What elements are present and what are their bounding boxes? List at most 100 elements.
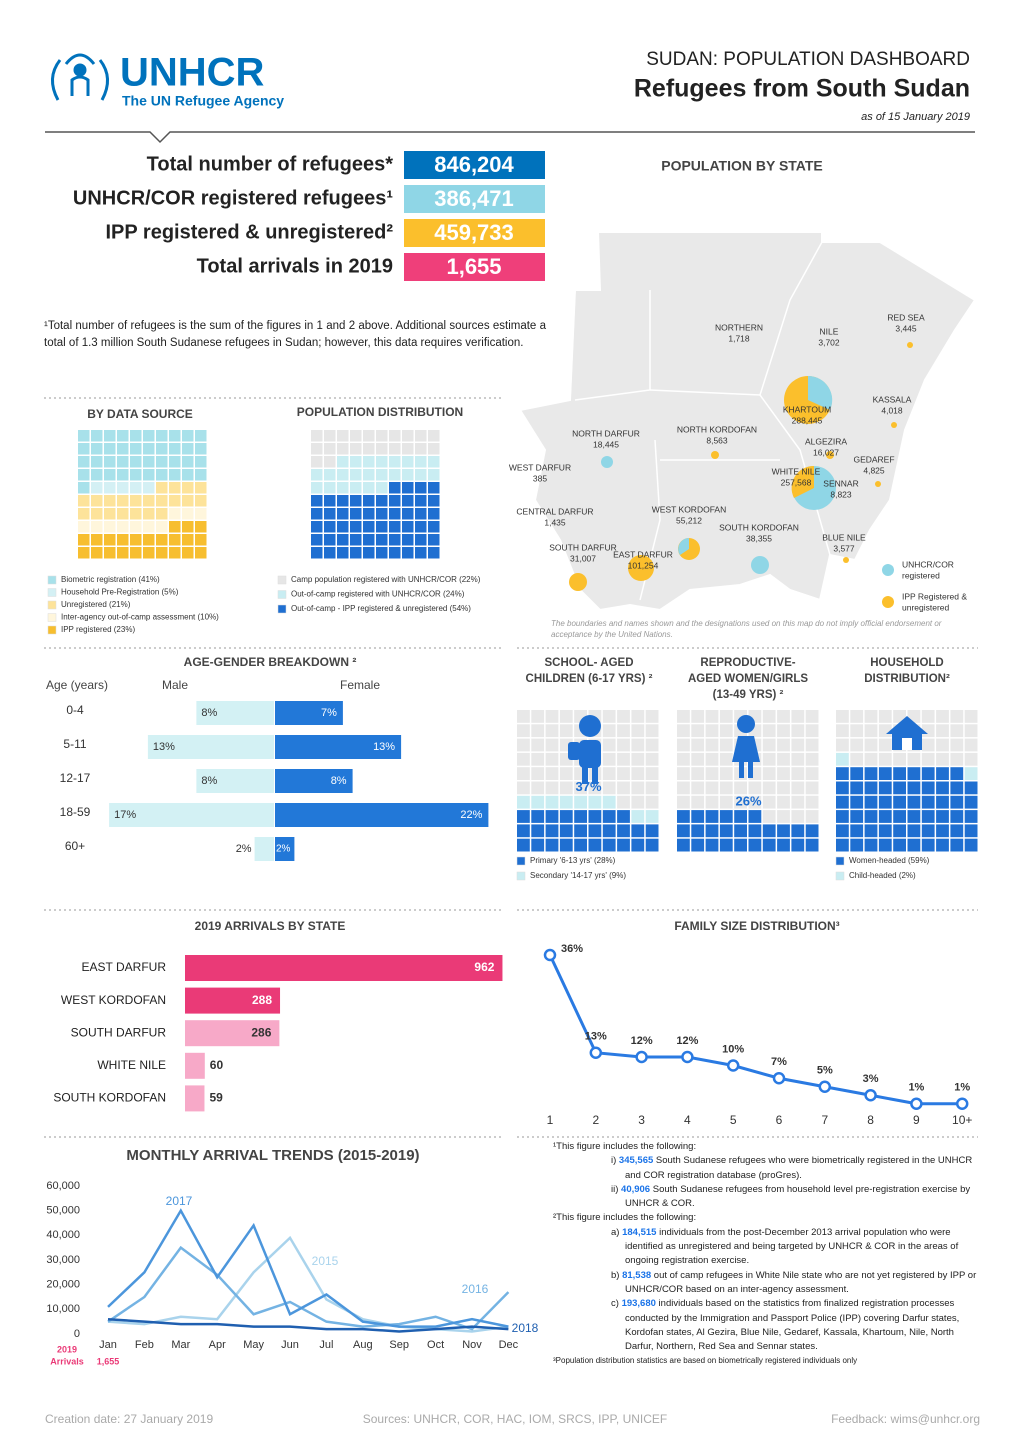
waffle-cell — [350, 495, 362, 507]
empty-cell — [517, 781, 530, 795]
legend-label: Household Pre-Registration (5%) — [61, 588, 179, 597]
note-text: out of camp refugees in White Nile state… — [625, 1269, 977, 1295]
legend-label: Camp population registered with UNHCR/CO… — [291, 575, 481, 584]
legend-label: Biometric registration (41%) — [61, 575, 160, 584]
empty-cell — [517, 738, 530, 752]
empty-cell — [719, 752, 733, 766]
waffle-cell — [91, 469, 103, 481]
pie — [907, 342, 913, 348]
waffle-cell — [156, 430, 168, 442]
map-legend-swatch — [882, 596, 894, 608]
map-legend-label: UNHCR/COR — [902, 559, 954, 569]
state-value: 55,212 — [676, 515, 702, 525]
waffle-cell — [893, 824, 906, 838]
empty-cell — [691, 795, 705, 809]
waffle-cell — [117, 430, 129, 442]
state-name: BLUE NILE — [822, 532, 866, 542]
waffle-cell — [878, 824, 892, 838]
waffle-cell — [182, 456, 194, 468]
waffle-cell — [117, 469, 129, 481]
value-label: 288 — [252, 993, 272, 1007]
waffle-cell — [645, 810, 659, 823]
waffle-cell — [376, 430, 388, 442]
kpi-value: 459,733 — [434, 220, 514, 245]
waffle-cell — [964, 767, 978, 780]
pie — [891, 422, 897, 428]
pie-slice — [791, 465, 814, 498]
note-intro: ²This figure includes the following: — [553, 1212, 697, 1224]
empty-cell — [719, 781, 733, 795]
org-tagline: The UN Refugee Agency — [122, 93, 284, 109]
value-label: 962 — [474, 960, 494, 974]
waffle-cell — [864, 795, 878, 809]
x-tick-label: 6 — [776, 1113, 783, 1127]
waffle-cell — [691, 838, 705, 852]
empty-cell — [517, 724, 530, 738]
empty-cell — [545, 738, 559, 752]
value-label: 13% — [153, 741, 175, 753]
waffle-cell — [645, 838, 659, 852]
empty-cell — [950, 738, 964, 752]
empty-cell — [864, 724, 878, 738]
waffle-cell — [850, 824, 864, 838]
waffle-cell — [169, 430, 181, 442]
empty-cell — [705, 752, 719, 766]
legend-swatch — [47, 588, 57, 597]
legend-swatch — [277, 575, 287, 585]
waffle-cell — [311, 521, 323, 533]
category-label: 18-59 — [60, 805, 91, 819]
waffle-cell — [836, 767, 849, 780]
waffle-cell — [574, 824, 587, 838]
date: as of 15 January 2019 — [861, 111, 970, 123]
waffle-cell — [182, 443, 194, 455]
waffle-cell — [311, 508, 323, 520]
waffle-cell — [719, 810, 733, 823]
value-label: 8% — [331, 775, 347, 787]
waffle-cell — [363, 443, 375, 455]
waffle-cell — [964, 824, 978, 838]
waffle-cell — [117, 456, 129, 468]
waffle-cell — [705, 838, 719, 852]
state-value: 1,718 — [728, 333, 750, 343]
state-value: 3,445 — [895, 323, 917, 333]
waffle-cell — [864, 767, 878, 780]
value-label: 7% — [771, 1056, 787, 1068]
empty-cell — [631, 752, 645, 766]
empty-cell — [791, 738, 805, 752]
waffle-cell — [545, 795, 559, 809]
map-disclaimer: The boundaries and names shown and the d… — [551, 619, 942, 639]
waffle-cell — [363, 534, 375, 546]
empty-cell — [631, 738, 645, 752]
legend-label: Male — [162, 678, 188, 692]
waffle-cell — [78, 547, 90, 559]
pie — [628, 555, 654, 581]
y-tick-label: 50,000 — [46, 1205, 80, 1217]
waffle-cell — [337, 430, 349, 442]
state-name: NORTH DARFUR — [572, 428, 640, 438]
waffle-cell — [602, 795, 616, 809]
state-name: WEST KORDOFAN — [652, 504, 726, 514]
empty-cell — [531, 724, 545, 738]
empty-cell — [617, 795, 630, 809]
note-text: South Sudanese refugees from household l… — [625, 1183, 971, 1210]
x-tick-label: Dec — [499, 1339, 519, 1351]
empty-cell — [517, 710, 530, 723]
empty-cell — [602, 767, 616, 780]
state-value: 8,563 — [706, 435, 728, 445]
waffle-cell — [130, 469, 142, 481]
state-name: ALGEZIRA — [805, 436, 847, 446]
empty-cell — [645, 724, 659, 738]
legend-swatch — [47, 613, 57, 622]
empty-cell — [677, 710, 690, 723]
laurel-left — [51, 59, 62, 101]
empty-cell — [950, 752, 964, 766]
laurel-right — [98, 59, 109, 101]
waffle-cell — [195, 456, 207, 468]
waffle-cell — [878, 795, 892, 809]
empty-cell — [777, 795, 790, 809]
bar — [185, 1020, 280, 1047]
state-name: CENTRAL DARFUR — [516, 506, 593, 516]
pie — [826, 451, 834, 459]
